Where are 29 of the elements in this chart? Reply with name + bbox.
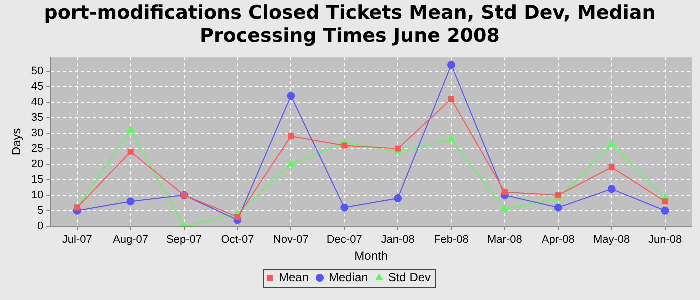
x-axis-title: Month — [354, 249, 388, 264]
y-tick-label: 45 — [31, 80, 44, 93]
x-tick-label: Mar-08 — [488, 234, 522, 246]
y-tick-label: 5 — [38, 204, 44, 217]
x-tick-label: Sep-07 — [166, 234, 202, 246]
x-tick-label: Jul-07 — [62, 234, 92, 246]
y-tick-label: 10 — [31, 189, 44, 202]
legend-label: Median — [328, 270, 368, 284]
y-tick-label: 30 — [31, 127, 44, 140]
y-tick-label: 40 — [31, 96, 44, 108]
y-tick-label: 20 — [31, 158, 44, 170]
x-tick-label: Nov-07 — [273, 234, 309, 246]
x-tick-label: May-08 — [593, 234, 630, 246]
legend-label: Mean — [278, 270, 309, 284]
y-tick-label: 15 — [31, 174, 44, 186]
legend-label: Std Dev — [388, 270, 432, 284]
x-tick-label: Aug-07 — [113, 234, 149, 246]
y-tick-label: 0 — [38, 220, 44, 232]
y-tick-label: 25 — [31, 142, 44, 155]
y-tick-label: 50 — [31, 65, 44, 78]
x-tick-label: Jan-08 — [381, 234, 415, 246]
x-tick-label: Oct-07 — [221, 234, 254, 246]
x-tick-label: Apr-08 — [542, 234, 575, 246]
x-tick-label: Jun-08 — [648, 234, 682, 246]
x-tick-label: Dec-07 — [326, 234, 362, 246]
x-tick-label: Feb-08 — [434, 234, 469, 246]
y-tick-label: 35 — [31, 112, 44, 124]
chart-title: port-modifications Closed Tickets Mean, Std Dev, Median Processing Times June 2008 — [43, 1, 657, 48]
y-axis-title: Days — [10, 128, 24, 156]
